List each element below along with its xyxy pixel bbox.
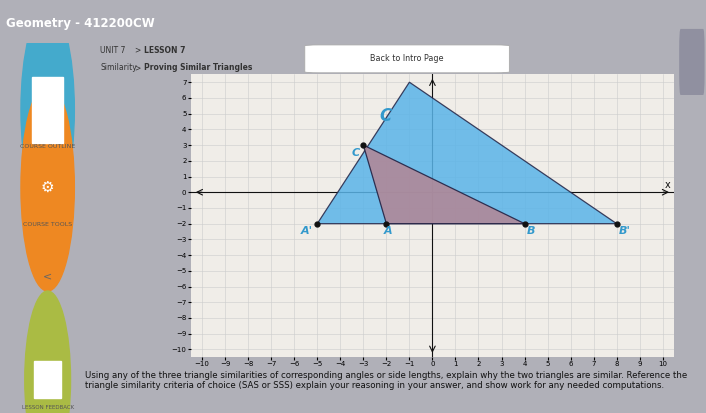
Circle shape <box>21 7 74 214</box>
Text: <: < <box>43 271 52 281</box>
FancyBboxPatch shape <box>679 29 705 95</box>
Text: C: C <box>352 148 360 158</box>
Text: Back to Intro Page: Back to Intro Page <box>371 55 444 63</box>
FancyBboxPatch shape <box>305 45 510 73</box>
Text: A: A <box>384 226 393 236</box>
Text: C: C <box>379 107 392 126</box>
FancyBboxPatch shape <box>32 77 63 143</box>
Text: LESSON FEEDBACK: LESSON FEEDBACK <box>22 405 73 410</box>
Text: Similarity: Similarity <box>100 63 137 72</box>
FancyBboxPatch shape <box>35 361 61 398</box>
Circle shape <box>21 84 74 291</box>
Text: B': B' <box>619 226 631 236</box>
Polygon shape <box>364 145 525 224</box>
Circle shape <box>25 291 71 413</box>
Text: A': A' <box>301 226 313 236</box>
Text: Using any of the three triangle similarities of corresponding angles or side len: Using any of the three triangle similari… <box>85 371 688 390</box>
Text: UNIT 7: UNIT 7 <box>100 46 126 55</box>
Text: >: > <box>134 46 140 55</box>
Text: >: > <box>134 63 140 72</box>
Text: LESSON 7: LESSON 7 <box>144 46 186 55</box>
Text: COURSE OUTLINE: COURSE OUTLINE <box>20 145 76 150</box>
Text: COURSE TOOLS: COURSE TOOLS <box>23 222 72 227</box>
Text: ⚙: ⚙ <box>41 180 54 195</box>
Text: B: B <box>527 226 535 236</box>
Text: x: x <box>665 180 671 190</box>
Text: Geometry - 412200CW: Geometry - 412200CW <box>6 17 155 30</box>
Polygon shape <box>317 82 616 224</box>
Text: Proving Similar Triangles: Proving Similar Triangles <box>144 63 253 72</box>
